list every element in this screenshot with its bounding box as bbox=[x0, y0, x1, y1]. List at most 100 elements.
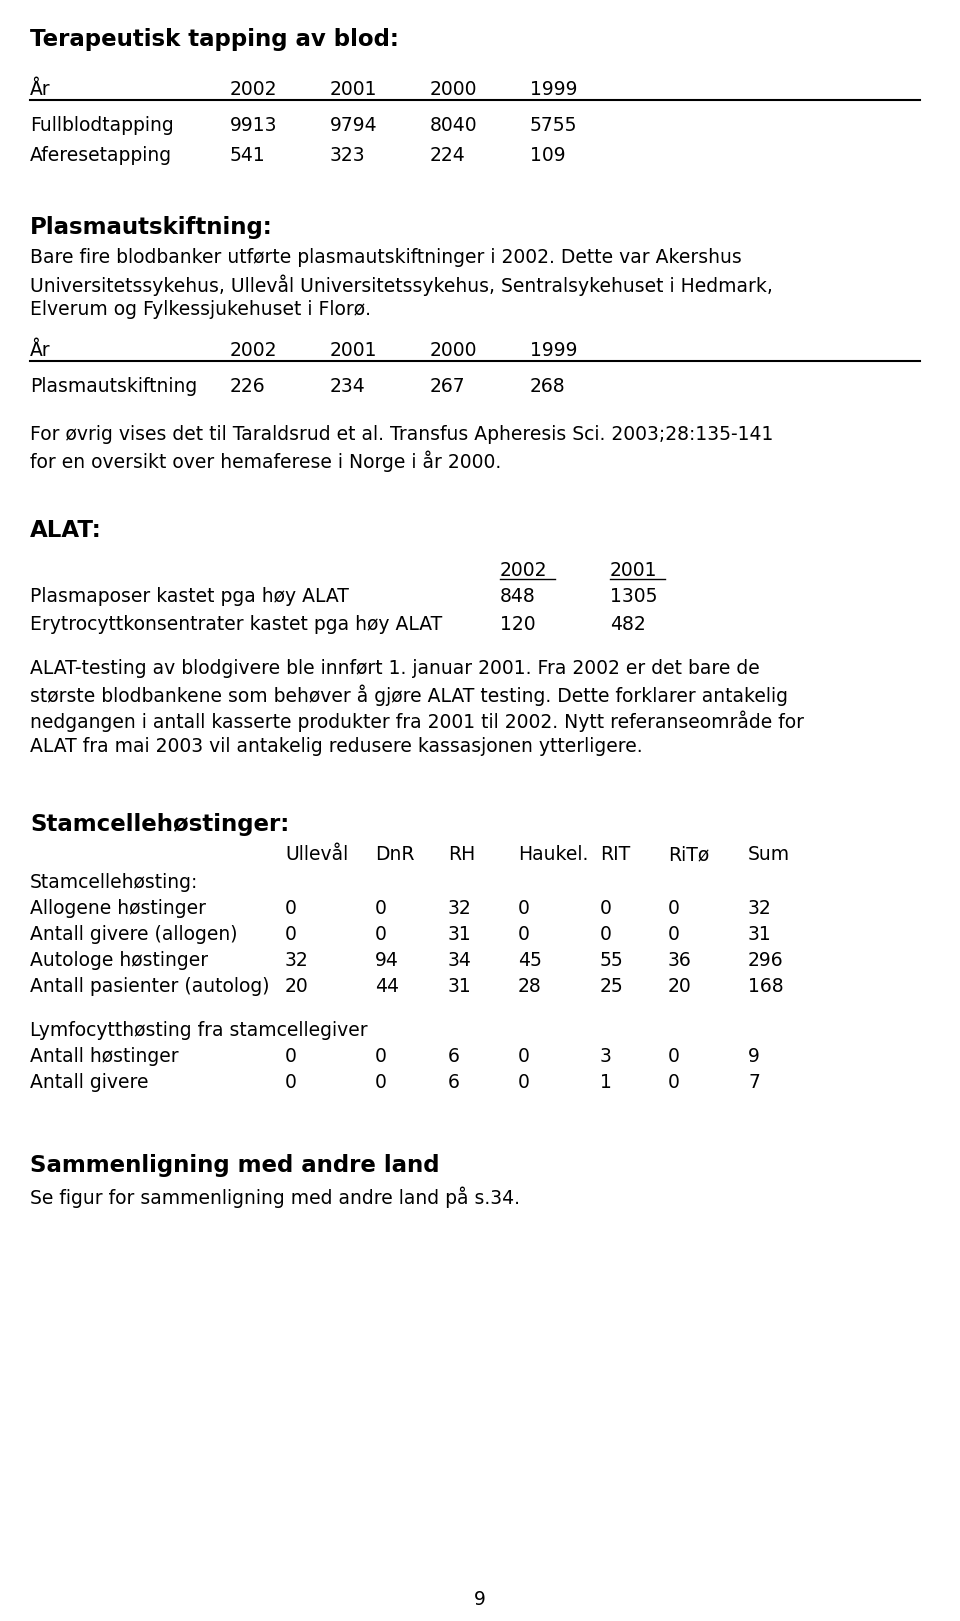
Text: For øvrig vises det til Taraldsrud et al. Transfus Apheresis Sci. 2003;28:135-14: For øvrig vises det til Taraldsrud et al… bbox=[30, 425, 774, 444]
Text: 34: 34 bbox=[448, 952, 472, 969]
Text: 109: 109 bbox=[530, 146, 565, 165]
Text: 5755: 5755 bbox=[530, 117, 578, 135]
Text: Aferesetapping: Aferesetapping bbox=[30, 146, 172, 165]
Text: 224: 224 bbox=[430, 146, 466, 165]
Text: 0: 0 bbox=[285, 926, 297, 943]
Text: 2002: 2002 bbox=[230, 340, 277, 360]
Text: 36: 36 bbox=[668, 952, 692, 969]
Text: 1999: 1999 bbox=[530, 79, 578, 99]
Text: 0: 0 bbox=[375, 900, 387, 917]
Text: Elverum og Fylkessjukehuset i Florø.: Elverum og Fylkessjukehuset i Florø. bbox=[30, 300, 371, 319]
Text: Fullblodtapping: Fullblodtapping bbox=[30, 117, 174, 135]
Text: 45: 45 bbox=[518, 952, 541, 969]
Text: 55: 55 bbox=[600, 952, 624, 969]
Text: 0: 0 bbox=[518, 1047, 530, 1067]
Text: Autologe høstinger: Autologe høstinger bbox=[30, 952, 208, 969]
Text: 267: 267 bbox=[430, 378, 466, 396]
Text: 2001: 2001 bbox=[330, 79, 377, 99]
Text: År: År bbox=[30, 340, 51, 360]
Text: 2001: 2001 bbox=[610, 561, 658, 580]
Text: ALAT-testing av blodgivere ble innført 1. januar 2001. Fra 2002 er det bare de: ALAT-testing av blodgivere ble innført 1… bbox=[30, 660, 759, 678]
Text: 482: 482 bbox=[610, 614, 646, 634]
Text: 0: 0 bbox=[668, 1073, 680, 1093]
Text: 0: 0 bbox=[600, 926, 612, 943]
Text: Stamcellehøsting:: Stamcellehøsting: bbox=[30, 874, 199, 892]
Text: 226: 226 bbox=[230, 378, 266, 396]
Text: DnR: DnR bbox=[375, 845, 415, 864]
Text: RiTø: RiTø bbox=[668, 845, 709, 864]
Text: 31: 31 bbox=[448, 977, 471, 995]
Text: 28: 28 bbox=[518, 977, 541, 995]
Text: 2000: 2000 bbox=[430, 79, 477, 99]
Text: 31: 31 bbox=[448, 926, 471, 943]
Text: Plasmautskiftning:: Plasmautskiftning: bbox=[30, 216, 273, 238]
Text: 32: 32 bbox=[748, 900, 772, 917]
Text: 0: 0 bbox=[600, 900, 612, 917]
Text: Erytrocyttkonsentrater kastet pga høy ALAT: Erytrocyttkonsentrater kastet pga høy AL… bbox=[30, 614, 443, 634]
Text: Antall pasienter (autolog): Antall pasienter (autolog) bbox=[30, 977, 270, 995]
Text: 2002: 2002 bbox=[230, 79, 277, 99]
Text: 268: 268 bbox=[530, 378, 565, 396]
Text: 9794: 9794 bbox=[330, 117, 377, 135]
Text: Stamcellehøstinger:: Stamcellehøstinger: bbox=[30, 814, 289, 836]
Text: 0: 0 bbox=[668, 926, 680, 943]
Text: 2002: 2002 bbox=[500, 561, 547, 580]
Text: RH: RH bbox=[448, 845, 475, 864]
Text: 296: 296 bbox=[748, 952, 783, 969]
Text: ALAT:: ALAT: bbox=[30, 519, 102, 541]
Text: 1: 1 bbox=[600, 1073, 612, 1093]
Text: 323: 323 bbox=[330, 146, 366, 165]
Text: 0: 0 bbox=[668, 900, 680, 917]
Text: 9: 9 bbox=[474, 1590, 486, 1610]
Text: 0: 0 bbox=[375, 1047, 387, 1067]
Text: Plasmaposer kastet pga høy ALAT: Plasmaposer kastet pga høy ALAT bbox=[30, 587, 348, 606]
Text: Antall givere (allogen): Antall givere (allogen) bbox=[30, 926, 237, 943]
Text: Se figur for sammenligning med andre land på s.34.: Se figur for sammenligning med andre lan… bbox=[30, 1187, 520, 1208]
Text: Lymfocytthøsting fra stamcellegiver: Lymfocytthøsting fra stamcellegiver bbox=[30, 1021, 368, 1041]
Text: ALAT fra mai 2003 vil antakelig redusere kassasjonen ytterligere.: ALAT fra mai 2003 vil antakelig redusere… bbox=[30, 738, 642, 755]
Text: Haukel.: Haukel. bbox=[518, 845, 588, 864]
Text: Antall givere: Antall givere bbox=[30, 1073, 149, 1093]
Text: Bare fire blodbanker utførte plasmautskiftninger i 2002. Dette var Akershus: Bare fire blodbanker utførte plasmautski… bbox=[30, 248, 742, 267]
Text: 20: 20 bbox=[285, 977, 309, 995]
Text: Ullevål: Ullevål bbox=[285, 845, 348, 864]
Text: 8040: 8040 bbox=[430, 117, 478, 135]
Text: 2000: 2000 bbox=[430, 340, 477, 360]
Text: 0: 0 bbox=[285, 1073, 297, 1093]
Text: 0: 0 bbox=[518, 1073, 530, 1093]
Text: 0: 0 bbox=[285, 900, 297, 917]
Text: 0: 0 bbox=[375, 1073, 387, 1093]
Text: 120: 120 bbox=[500, 614, 536, 634]
Text: 1999: 1999 bbox=[530, 340, 578, 360]
Text: 32: 32 bbox=[285, 952, 309, 969]
Text: Sum: Sum bbox=[748, 845, 790, 864]
Text: 0: 0 bbox=[518, 926, 530, 943]
Text: Universitetssykehus, Ullevål Universitetssykehus, Sentralsykehuset i Hedmark,: Universitetssykehus, Ullevål Universitet… bbox=[30, 274, 773, 295]
Text: 20: 20 bbox=[668, 977, 692, 995]
Text: for en oversikt over hemaferese i Norge i år 2000.: for en oversikt over hemaferese i Norge … bbox=[30, 451, 501, 472]
Text: 31: 31 bbox=[748, 926, 772, 943]
Text: Sammenligning med andre land: Sammenligning med andre land bbox=[30, 1154, 440, 1177]
Text: 1305: 1305 bbox=[610, 587, 658, 606]
Text: Terapeutisk tapping av blod:: Terapeutisk tapping av blod: bbox=[30, 28, 398, 50]
Text: nedgangen i antall kasserte produkter fra 2001 til 2002. Nytt referanseområde fo: nedgangen i antall kasserte produkter fr… bbox=[30, 712, 804, 733]
Text: 541: 541 bbox=[230, 146, 266, 165]
Text: 6: 6 bbox=[448, 1073, 460, 1093]
Text: 7: 7 bbox=[748, 1073, 760, 1093]
Text: største blodbankene som behøver å gjøre ALAT testing. Dette forklarer antakelig: største blodbankene som behøver å gjøre … bbox=[30, 686, 788, 707]
Text: 0: 0 bbox=[375, 926, 387, 943]
Text: 25: 25 bbox=[600, 977, 624, 995]
Text: År: År bbox=[30, 79, 51, 99]
Text: 234: 234 bbox=[330, 378, 366, 396]
Text: Allogene høstinger: Allogene høstinger bbox=[30, 900, 206, 917]
Text: 0: 0 bbox=[518, 900, 530, 917]
Text: 44: 44 bbox=[375, 977, 399, 995]
Text: 0: 0 bbox=[285, 1047, 297, 1067]
Text: 0: 0 bbox=[668, 1047, 680, 1067]
Text: 3: 3 bbox=[600, 1047, 612, 1067]
Text: 848: 848 bbox=[500, 587, 536, 606]
Text: 94: 94 bbox=[375, 952, 398, 969]
Text: 9: 9 bbox=[748, 1047, 760, 1067]
Text: Antall høstinger: Antall høstinger bbox=[30, 1047, 179, 1067]
Text: 9913: 9913 bbox=[230, 117, 277, 135]
